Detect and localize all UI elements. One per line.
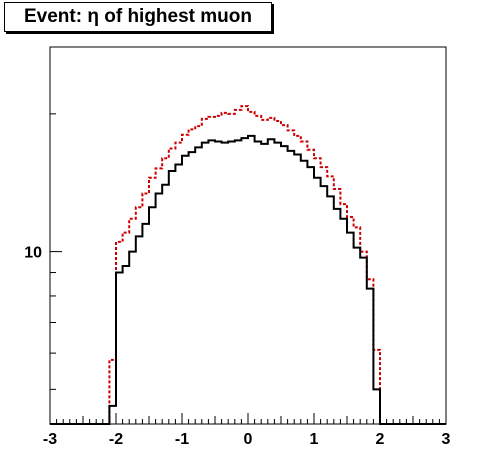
series-layer [50,105,446,425]
x-tick-label: 3 [442,431,451,448]
chart-title: Event: η of highest muon [24,6,252,27]
axes-layer: -3 -2 -1 0 1 2 3 10 [24,113,451,448]
x-tick-label: -1 [175,431,189,448]
x-tick-label: 2 [376,431,385,448]
x-tick-label: 0 [244,431,253,448]
x-tick-label: -3 [43,431,57,448]
series-line-1 [50,105,446,425]
x-tick-label: 1 [310,431,319,448]
series-line-0 [50,134,446,425]
y-tick-label: 10 [24,245,42,262]
chart-title-box: Event: η of highest muon [4,2,272,32]
x-tick-label: -2 [109,431,123,448]
